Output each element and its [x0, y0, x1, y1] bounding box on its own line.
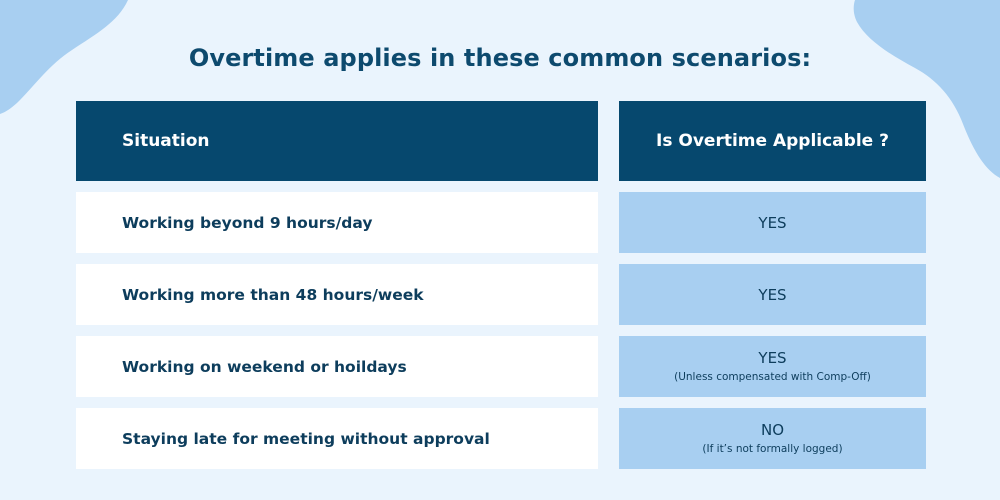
answer-text: NO	[760, 421, 785, 439]
situation-text: Working beyond 9 hours/day	[122, 213, 373, 232]
table-row-situation: Working beyond 9 hours/day	[76, 192, 598, 253]
table-row-situation: Staying late for meeting without approva…	[76, 408, 598, 469]
answer-text: YES	[758, 285, 787, 304]
header-applicable-label: Is Overtime Applicable ?	[656, 131, 889, 151]
corner-blob-top-right	[853, 0, 1000, 178]
header-situation-label: Situation	[122, 131, 210, 151]
situation-text: Working on weekend or hoildays	[122, 357, 407, 376]
answer-note: (Unless compensated with Comp-Off)	[674, 371, 871, 383]
header-situation: Situation	[76, 101, 598, 181]
table-row-answer: YES	[619, 264, 926, 325]
answer-text: YES	[758, 213, 787, 232]
situation-text: Working more than 48 hours/week	[122, 285, 424, 304]
table-row-answer: NO (If it’s not formally logged)	[619, 408, 926, 469]
table-row-answer: YES	[619, 192, 926, 253]
header-applicable: Is Overtime Applicable ?	[619, 101, 926, 181]
situation-text: Staying late for meeting without approva…	[122, 429, 490, 448]
answer-text: YES	[758, 349, 787, 367]
table-row-situation: Working more than 48 hours/week	[76, 264, 598, 325]
page-title: Overtime applies in these common scenari…	[188, 44, 812, 72]
corner-blob-top-left	[0, 0, 128, 114]
table-row-answer: YES (Unless compensated with Comp-Off)	[619, 336, 926, 397]
table-row-situation: Working on weekend or hoildays	[76, 336, 598, 397]
answer-note: (If it’s not formally logged)	[702, 443, 843, 455]
